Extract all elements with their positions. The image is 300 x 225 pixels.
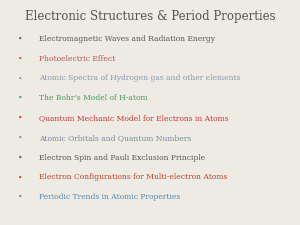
Text: •: • <box>18 114 22 122</box>
Text: Atomic Spectra of Hydrogen gas and other elements: Atomic Spectra of Hydrogen gas and other… <box>39 74 241 83</box>
Text: Periodic Trends in Atomic Properties: Periodic Trends in Atomic Properties <box>39 193 180 201</box>
Text: •: • <box>18 193 22 201</box>
Text: •: • <box>18 55 22 63</box>
Text: •: • <box>18 154 22 162</box>
Text: •: • <box>18 74 22 83</box>
Text: •: • <box>18 134 22 142</box>
Text: Atomic Orbitals and Quantum Numbers: Atomic Orbitals and Quantum Numbers <box>39 134 191 142</box>
Text: •: • <box>18 35 22 43</box>
Text: Electron Spin and Pauli Exclusion Principle: Electron Spin and Pauli Exclusion Princi… <box>39 154 205 162</box>
Text: The Bohr’s Model of H-atom: The Bohr’s Model of H-atom <box>39 94 148 102</box>
Text: Electromagnetic Waves and Radiation Energy: Electromagnetic Waves and Radiation Ener… <box>39 35 215 43</box>
Text: •: • <box>18 94 22 102</box>
Text: Electronic Structures & Period Properties: Electronic Structures & Period Propertie… <box>25 10 275 23</box>
Text: •: • <box>18 173 22 182</box>
Text: Photoelectric Effect: Photoelectric Effect <box>39 55 115 63</box>
Text: Quantum Mechanic Model for Electrons in Atoms: Quantum Mechanic Model for Electrons in … <box>39 114 229 122</box>
Text: Electron Configurations for Multi-electron Atoms: Electron Configurations for Multi-electr… <box>39 173 227 182</box>
